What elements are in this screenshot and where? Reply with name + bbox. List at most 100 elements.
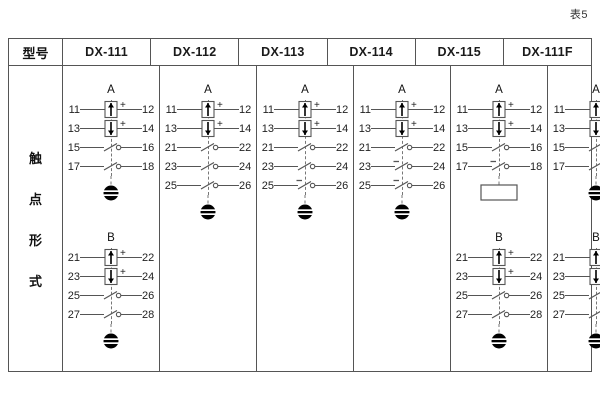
- group-title: A: [301, 84, 309, 96]
- coil-arrow-down: [177, 119, 239, 138]
- wiring-row: 11 12+: [451, 100, 547, 119]
- diagram-group-A: A 11 12 +13 14 +21 22 23 24 25 26: [160, 84, 256, 225]
- coil-arrow-up: [468, 100, 530, 119]
- terminal-number-left: 13: [358, 122, 371, 135]
- normally-closed-contact: [274, 176, 336, 195]
- wiring-row: 11 12+: [548, 100, 600, 119]
- wiring-row: 23 24+: [451, 267, 547, 286]
- contact-form-table: 型号 DX-111 DX-112 DX-113 DX-114 DX-115 DX…: [8, 38, 600, 372]
- terminal-number-left: 11: [456, 103, 468, 116]
- polarity-plus-sign: +: [411, 119, 417, 130]
- terminal-number-right: 28: [530, 308, 543, 321]
- wiring-row: 21 22: [160, 138, 256, 157]
- wiring-row: 21 22+: [548, 248, 600, 267]
- terminal-number-left: 23: [164, 160, 177, 173]
- normally-open-contact: [274, 157, 336, 176]
- group-title: A: [204, 84, 212, 96]
- coil-arrow-down: [80, 267, 142, 286]
- coil-arrow-up: [468, 248, 530, 267]
- vertical-bus-line: [402, 100, 403, 195]
- vertical-bus-line: [111, 248, 112, 324]
- wiring-row: 11 12+: [63, 100, 159, 119]
- wiring-row: 23 24+: [548, 267, 600, 286]
- terminal-number-right: 12: [530, 103, 543, 116]
- wiring-row: 11 12+: [257, 100, 353, 119]
- header-cell-dx-113: DX-113: [239, 39, 328, 65]
- wiring-row: 27 28: [451, 305, 547, 324]
- terminal-number-right: 24: [336, 160, 349, 173]
- terminal-number-left: 11: [68, 103, 80, 116]
- normally-open-contact: [80, 286, 142, 305]
- terminal-number-left: 13: [164, 122, 177, 135]
- terminal-number-left: 13: [552, 122, 565, 135]
- wiring-row: 25 26: [354, 176, 450, 195]
- diagram-dx-111: A 11 12 +13 14 +15 16 17 18 B 21 22 +23 24 +25 …: [63, 66, 159, 371]
- wiring-row: 21 22: [354, 138, 450, 157]
- group-footer-symbol: [548, 176, 600, 206]
- wiring-row: 25 26: [451, 286, 547, 305]
- terminal-number-left: 21: [164, 141, 177, 154]
- group-footer-symbol: [354, 195, 450, 225]
- terminal-number-right: 14: [530, 122, 543, 135]
- vertical-label-char: 点: [28, 192, 42, 208]
- wiring-row: 13 14+: [160, 119, 256, 138]
- wiring-row: 17 18: [451, 157, 547, 176]
- header-label: DX-112: [173, 45, 217, 59]
- terminal-number-left: 13: [261, 122, 274, 135]
- coil-arrow-up: [371, 100, 433, 119]
- normally-closed-contact: [371, 176, 433, 195]
- normally-closed-contact: [371, 157, 433, 176]
- striped-terminal-icon: [394, 195, 410, 220]
- wiring-row: 15 16: [63, 138, 159, 157]
- terminal-number-left: 25: [261, 179, 274, 192]
- diagram-group-A: A 11 12 +13 14 +21 22 23 24 25 26: [257, 84, 353, 225]
- header-label: DX-113: [261, 45, 305, 59]
- coil-arrow-down: [468, 267, 530, 286]
- polarity-plus-sign: +: [508, 119, 514, 130]
- normally-open-contact: [177, 157, 239, 176]
- diagram-dx-115: A 11 12 +13 14 +15 16 17 18 B 21 22 +23 24 +25 …: [451, 66, 547, 371]
- terminal-number-left: 23: [67, 270, 80, 283]
- normally-open-contact: [177, 138, 239, 157]
- group-title: B: [592, 232, 600, 244]
- wiring-row: 15 16: [548, 138, 600, 157]
- wiring-row: 13 14+: [548, 119, 600, 138]
- coil-arrow-up: [177, 100, 239, 119]
- terminal-number-left: 13: [67, 122, 80, 135]
- normally-open-contact: [80, 157, 142, 176]
- polarity-plus-sign: +: [508, 248, 514, 259]
- vertical-label-char: 形: [28, 233, 42, 249]
- striped-terminal-icon: [103, 324, 119, 349]
- terminal-number-right: 12: [433, 103, 446, 116]
- terminal-number-left: 11: [165, 103, 177, 116]
- terminal-number-right: 14: [142, 122, 155, 135]
- header-cell-model: 型号: [9, 39, 63, 65]
- terminal-number-left: 21: [67, 251, 80, 264]
- wiring-row: 21 22+: [451, 248, 547, 267]
- wiring-row: 27 28: [63, 305, 159, 324]
- normally-open-contact: [565, 286, 600, 305]
- terminal-number-right: 24: [142, 270, 155, 283]
- polarity-plus-sign: +: [314, 119, 320, 130]
- wiring-row: 25 26: [160, 176, 256, 195]
- terminal-number-left: 27: [67, 308, 80, 321]
- terminal-number-right: 22: [530, 251, 543, 264]
- group-footer-symbol: [160, 195, 256, 225]
- wiring-row: 23 24: [257, 157, 353, 176]
- normally-open-contact: [80, 138, 142, 157]
- terminal-number-right: 14: [239, 122, 252, 135]
- terminal-number-right: 22: [336, 141, 349, 154]
- coil-arrow-down: [371, 119, 433, 138]
- group-footer-symbol: [548, 324, 600, 354]
- terminal-number-right: 22: [239, 141, 252, 154]
- polarity-plus-sign: +: [120, 119, 126, 130]
- header-model-label: 型号: [22, 46, 49, 62]
- group-footer-symbol: [451, 324, 547, 354]
- polarity-plus-sign: +: [120, 248, 126, 259]
- terminal-number-right: 18: [530, 160, 543, 173]
- polarity-plus-sign: +: [120, 267, 126, 278]
